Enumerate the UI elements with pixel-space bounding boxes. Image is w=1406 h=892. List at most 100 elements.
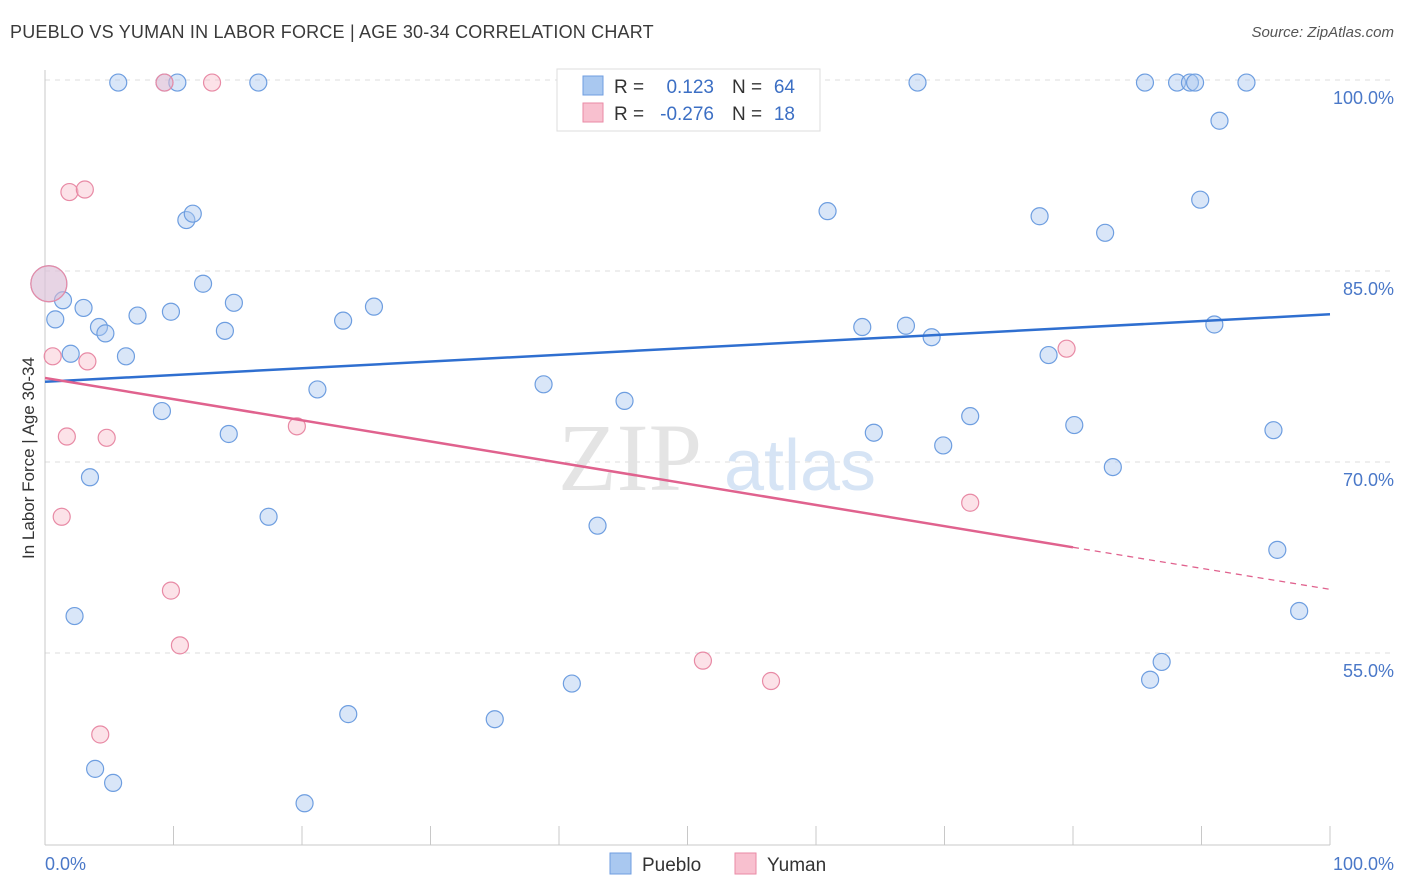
pueblo-points — [30, 73, 1309, 813]
legend-n-label-yuman: N = — [732, 104, 762, 125]
pueblo-point — [922, 328, 941, 347]
yuman-point — [30, 265, 68, 303]
pueblo-point — [334, 311, 353, 330]
legend-r-value-pueblo: 0.123 — [666, 77, 714, 98]
pueblo-point — [1210, 111, 1229, 130]
yuman-point — [761, 671, 781, 691]
pueblo-point — [1167, 73, 1187, 92]
bottom-legend-label-yuman: Yuman — [767, 855, 826, 876]
pueblo-point — [961, 407, 980, 426]
yuman-point — [52, 507, 71, 526]
pueblo-point — [534, 375, 553, 394]
pueblo-point — [168, 73, 187, 92]
pueblo-point — [193, 274, 213, 293]
legend-r-value-yuman: -0.276 — [660, 104, 714, 125]
pueblo-point — [86, 759, 105, 778]
pueblo-point — [1180, 73, 1200, 92]
pueblo-point — [249, 73, 268, 92]
pueblo-point — [104, 773, 123, 792]
yuman-point — [60, 182, 79, 202]
pueblo-point — [896, 316, 916, 335]
pueblo-point — [1140, 670, 1160, 689]
yuman-trend-line — [44, 376, 1074, 549]
legend: R = 0.123 N = 64 R = -0.276 N = 18 — [556, 68, 821, 132]
pueblo-trend-line — [44, 313, 1331, 384]
pueblo-point — [61, 344, 80, 363]
pueblo-point — [116, 347, 136, 366]
pueblo-point — [109, 73, 128, 92]
pueblo-point — [1205, 315, 1224, 334]
pueblo-point — [339, 705, 358, 724]
watermark-zip: ZIP — [558, 404, 702, 511]
pueblo-point — [1135, 73, 1155, 92]
chart-title: PUEBLO VS YUMAN IN LABOR FORCE | AGE 30-… — [10, 22, 654, 42]
bottom-legend: Pueblo Yuman — [609, 852, 826, 876]
pueblo-point — [1237, 73, 1256, 92]
pueblo-point — [1264, 421, 1283, 440]
source-credit: Source: ZipAtlas.com — [1251, 24, 1394, 41]
legend-n-value-pueblo: 64 — [774, 77, 796, 98]
y-tick-label: 70.0% — [1343, 470, 1394, 490]
yuman-trend-extension — [1072, 546, 1331, 590]
pueblo-point — [183, 204, 202, 223]
pueblo-point — [1152, 652, 1171, 672]
pueblo-point — [864, 423, 883, 442]
pueblo-point — [818, 202, 837, 221]
watermark: ZIP atlas — [558, 404, 876, 511]
y-axis-label: In Labor Force | Age 30-34 — [19, 357, 38, 559]
yuman-points — [30, 73, 1076, 744]
pueblo-point — [219, 424, 238, 444]
pueblo-point — [1103, 457, 1122, 477]
yuman-point — [202, 73, 222, 92]
yuman-point — [91, 725, 110, 744]
pueblo-point — [615, 391, 634, 410]
yuman-point — [78, 352, 97, 371]
pueblo-point — [1191, 190, 1210, 209]
legend-n-value-yuman: 18 — [774, 104, 795, 125]
watermark-atlas: atlas — [724, 426, 876, 506]
legend-swatch-yuman — [582, 102, 604, 123]
yuman-point — [43, 347, 62, 366]
bottom-legend-label-pueblo: Pueblo — [642, 855, 701, 876]
pueblo-point — [908, 73, 927, 92]
x-tick-label-min: 0.0% — [45, 854, 86, 874]
pueblo-point — [152, 401, 172, 421]
pueblo-point — [96, 324, 115, 343]
yuman-point — [693, 651, 713, 670]
legend-r-label-yuman: R = — [614, 104, 644, 125]
yuman-point — [961, 493, 980, 512]
pueblo-point — [364, 297, 384, 316]
pueblo-point — [1096, 223, 1115, 242]
pueblo-point — [65, 606, 84, 626]
yuman-point — [170, 636, 190, 655]
legend-n-label-pueblo: N = — [732, 77, 762, 98]
pueblo-point — [934, 436, 953, 455]
pueblo-point — [224, 293, 243, 312]
pueblo-point — [1065, 415, 1084, 435]
yuman-point — [1057, 339, 1076, 358]
yuman-point — [161, 581, 181, 600]
bottom-legend-swatch-pueblo — [609, 852, 632, 875]
pueblo-point — [161, 302, 181, 321]
axes — [44, 70, 1331, 846]
yuman-point — [75, 180, 94, 199]
y-tick-label: 85.0% — [1343, 279, 1394, 299]
trend-lines — [44, 313, 1331, 590]
y-tick-label: 55.0% — [1343, 661, 1394, 681]
pueblo-point — [215, 321, 234, 340]
legend-r-label-pueblo: R = — [614, 77, 644, 98]
yuman-point — [97, 428, 116, 447]
pueblo-point — [308, 380, 327, 399]
pueblo-point — [80, 468, 100, 487]
pueblo-point — [588, 516, 607, 535]
pueblo-point — [485, 710, 504, 729]
y-tick-label: 100.0% — [1333, 88, 1394, 108]
y-tick-labels: 100.0% 85.0% 70.0% 55.0% — [1333, 88, 1394, 681]
pueblo-point — [259, 507, 278, 526]
pueblo-point — [295, 794, 314, 813]
pueblo-point — [1185, 73, 1205, 92]
grid-lines — [45, 79, 1394, 654]
bottom-legend-swatch-yuman — [734, 852, 757, 875]
yuman-point — [287, 417, 306, 436]
